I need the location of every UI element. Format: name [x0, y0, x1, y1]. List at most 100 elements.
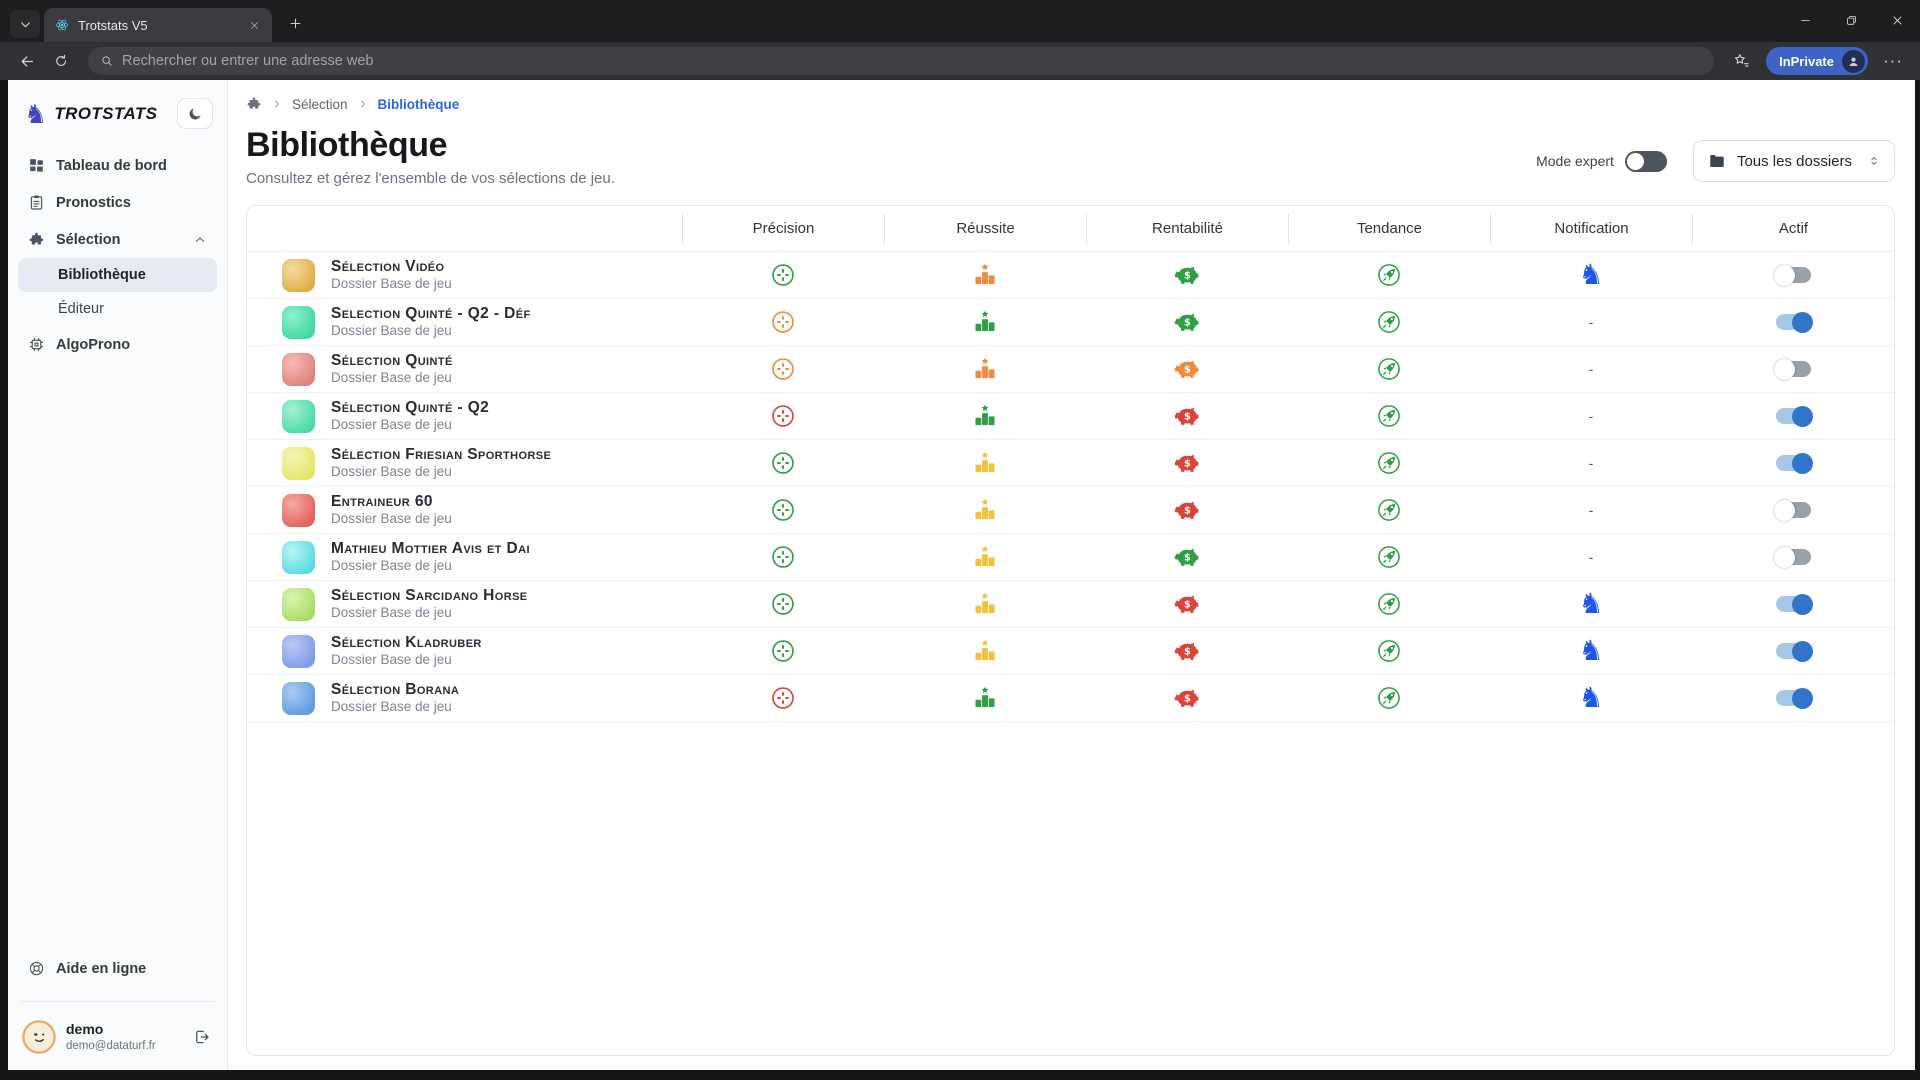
- user-name: demo: [66, 1021, 104, 1038]
- active-toggle[interactable]: [1773, 499, 1811, 521]
- star-lines-icon: [1732, 52, 1750, 70]
- table-row[interactable]: Mathieu Mottier Avis et Dai Dossier Base…: [247, 534, 1894, 581]
- table-row[interactable]: Sélection Kladruber Dossier Base de jeu …: [247, 628, 1894, 675]
- precision-target-icon: [770, 309, 796, 335]
- sidebar-item-pronostics[interactable]: Pronostics: [18, 184, 217, 221]
- sidebar-item-editeur[interactable]: Éditeur: [18, 292, 217, 326]
- rocket-trend-icon: [1376, 544, 1402, 570]
- breadcrumb-bibliotheque[interactable]: Bibliothèque: [377, 96, 460, 112]
- active-toggle[interactable]: [1773, 358, 1811, 380]
- knight-notification-icon: ♞: [1578, 588, 1604, 619]
- sidebar-item-bibliotheque[interactable]: Bibliothèque: [18, 258, 217, 292]
- table-row[interactable]: Sélection Quinté - Q2 Dossier Base de je…: [247, 393, 1894, 440]
- column-header-tendance: Tendance: [1288, 213, 1490, 244]
- puzzle-icon[interactable]: [246, 96, 262, 112]
- user-email: demo@dataturf.fr: [66, 1039, 156, 1052]
- browser-titlebar: Trotstats V5: [0, 0, 1920, 42]
- address-bar[interactable]: Rechercher ou entrer une adresse web: [88, 47, 1715, 75]
- selection-thumbnail: [282, 540, 315, 574]
- user-profile[interactable]: demo demo@dataturf.fr: [18, 1016, 217, 1058]
- favorites-button[interactable]: [1726, 46, 1756, 76]
- new-tab-button[interactable]: [280, 8, 310, 38]
- active-toggle[interactable]: [1775, 593, 1813, 615]
- table-row[interactable]: Sélection Vidéo Dossier Base de jeu ♞: [247, 252, 1894, 299]
- logout-icon: [193, 1028, 211, 1046]
- back-arrow-icon: [19, 53, 36, 70]
- mode-expert-label: Mode expert: [1536, 153, 1614, 169]
- table-row[interactable]: Sélection Quinté Dossier Base de jeu -: [247, 346, 1894, 393]
- selection-thumbnail: [282, 493, 315, 527]
- ellipsis-icon: ···: [1883, 51, 1903, 70]
- sidebar-item-label: Aide en ligne: [56, 960, 147, 977]
- active-toggle[interactable]: [1773, 264, 1811, 286]
- refresh-button[interactable]: [46, 46, 76, 76]
- table-row[interactable]: Selection Quinté - Q2 - Déf Dossier Base…: [247, 299, 1894, 346]
- precision-target-icon: [770, 638, 796, 664]
- inprivate-badge[interactable]: InPrivate: [1766, 47, 1868, 75]
- logout-button[interactable]: [193, 1028, 211, 1046]
- sidebar-item-label: Éditeur: [58, 301, 104, 317]
- maximize-button[interactable]: [1828, 0, 1874, 40]
- active-toggle[interactable]: [1775, 452, 1813, 474]
- refresh-icon: [53, 53, 69, 69]
- profile-icon: [1842, 49, 1865, 73]
- close-window-button[interactable]: [1874, 0, 1920, 40]
- clipboard-icon: [28, 194, 45, 211]
- mode-expert-toggle[interactable]: [1624, 150, 1667, 172]
- table-row[interactable]: Sélection Borana Dossier Base de jeu ♞: [247, 675, 1894, 722]
- breadcrumb-selection[interactable]: Sélection: [292, 96, 348, 112]
- close-icon: [249, 20, 260, 31]
- selection-folder: Dossier Base de jeu: [331, 511, 452, 527]
- active-toggle[interactable]: [1773, 546, 1811, 568]
- sidebar-item-selection[interactable]: Sélection: [18, 221, 217, 258]
- brand-name: TROTSTATS: [54, 103, 158, 123]
- table-row[interactable]: Entraineur 60 Dossier Base de jeu -: [247, 487, 1894, 534]
- piggy-bank-icon: [1173, 496, 1201, 524]
- sidebar-item-help[interactable]: Aide en ligne: [18, 950, 217, 987]
- rocket-trend-icon: [1376, 262, 1402, 288]
- minimize-icon: [1799, 14, 1812, 27]
- no-notification-dash: -: [1588, 314, 1594, 330]
- active-toggle[interactable]: [1775, 640, 1813, 662]
- sidebar-item-algoprono[interactable]: AlgoProno: [18, 326, 217, 363]
- table-row[interactable]: Sélection Friesian Sporthorse Dossier Ba…: [247, 440, 1894, 487]
- piggy-bank-icon: [1173, 449, 1201, 477]
- sidebar-item-dashboard[interactable]: Tableau de bord: [18, 147, 217, 184]
- selection-name: Entraineur 60: [331, 492, 433, 510]
- browser-menu-button[interactable]: ···: [1878, 46, 1908, 76]
- browser-tab[interactable]: Trotstats V5: [44, 8, 272, 42]
- column-header-reussite: Réussite: [884, 213, 1086, 244]
- tab-search-button[interactable]: [10, 10, 40, 38]
- sidebar-item-label: AlgoProno: [56, 336, 131, 353]
- knight-notification-icon: ♞: [1578, 635, 1604, 666]
- selection-name: Sélection Friesian Sporthorse: [331, 445, 552, 463]
- selection-folder: Dossier Base de jeu: [331, 605, 452, 621]
- precision-target-icon: [770, 262, 796, 288]
- active-toggle[interactable]: [1775, 405, 1813, 427]
- selection-thumbnail: [282, 587, 315, 621]
- no-notification-dash: -: [1588, 549, 1594, 565]
- browser-toolbar: Rechercher ou entrer une adresse web InP…: [0, 42, 1920, 80]
- selection-name: Sélection Kladruber: [331, 633, 482, 651]
- tab-close-button[interactable]: [244, 15, 264, 35]
- chevron-right-icon: [357, 98, 369, 110]
- minimize-button[interactable]: [1782, 0, 1828, 40]
- selection-folder: Dossier Base de jeu: [331, 417, 452, 433]
- active-toggle[interactable]: [1775, 311, 1813, 333]
- selection-thumbnail: [282, 305, 315, 339]
- precision-target-icon: [770, 685, 796, 711]
- active-toggle[interactable]: [1775, 687, 1813, 709]
- back-button[interactable]: [12, 46, 42, 76]
- rocket-trend-icon: [1376, 591, 1402, 617]
- search-icon: [100, 54, 114, 68]
- selection-name: Sélection Borana: [331, 680, 460, 698]
- piggy-bank-icon: [1173, 402, 1201, 430]
- rocket-trend-icon: [1376, 309, 1402, 335]
- dark-mode-toggle-button[interactable]: [177, 98, 213, 129]
- piggy-bank-icon: [1173, 308, 1201, 336]
- selection-folder: Dossier Base de jeu: [331, 323, 452, 339]
- breadcrumb: Sélection Bibliothèque: [246, 96, 1895, 112]
- no-notification-dash: -: [1588, 455, 1594, 471]
- table-row[interactable]: Sélection Sarcidano Horse Dossier Base d…: [247, 581, 1894, 628]
- folder-filter-dropdown[interactable]: Tous les dossiers: [1692, 140, 1895, 182]
